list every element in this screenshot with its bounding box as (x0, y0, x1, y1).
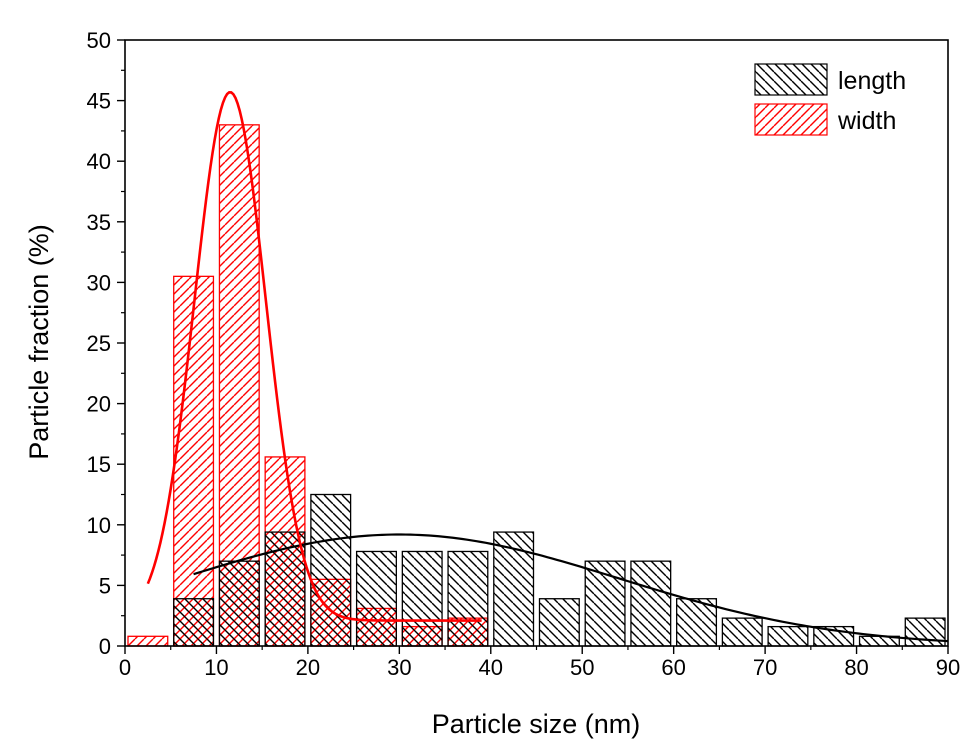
length-bar-16 (904, 617, 946, 647)
y-tick-label: 10 (87, 513, 111, 538)
y-tick-label: 35 (87, 210, 111, 235)
length-fit-curve (193, 533, 949, 643)
x-tick-label: 30 (387, 655, 411, 680)
length-bar-5 (401, 550, 443, 647)
width-fit-curve (146, 90, 482, 622)
y-tick-label: 30 (87, 270, 111, 295)
x-tick-label: 50 (570, 655, 594, 680)
x-tick-label: 90 (936, 655, 960, 680)
length-bar-6 (447, 550, 489, 647)
y-tick-label: 25 (87, 331, 111, 356)
fit-curves (146, 90, 949, 643)
legend-swatch-width (754, 103, 828, 136)
legend: length width (754, 63, 906, 136)
x-tick-label: 40 (479, 655, 503, 680)
axes: 0 10 20 30 40 50 60 70 80 90 0 5 10 15 20 25 30 35 40 45 50 (87, 28, 961, 680)
width-bar-0 (127, 635, 169, 647)
legend-label-width: width (837, 107, 896, 135)
length-bar-10 (630, 560, 672, 647)
length-bar-0 (173, 598, 215, 647)
length-bar-4 (355, 550, 397, 647)
y-tick-label: 15 (87, 452, 111, 477)
legend-swatch-length (754, 63, 828, 96)
width-bar-1 (173, 275, 215, 647)
length-bar-9 (584, 560, 626, 647)
y-tick-label: 45 (87, 89, 111, 114)
x-axis-title: Particle size (nm) (432, 709, 641, 739)
x-tick-label: 20 (296, 655, 320, 680)
length-bar-8 (538, 598, 580, 647)
x-tick-label: 60 (661, 655, 685, 680)
y-tick-label: 20 (87, 392, 111, 417)
x-tick-label: 70 (753, 655, 777, 680)
length-bar-13 (767, 625, 809, 647)
x-tick-label: 0 (119, 655, 131, 680)
length-bar-3 (310, 493, 352, 647)
length-bar-11 (676, 598, 718, 647)
y-tick-label: 0 (99, 634, 111, 659)
length-bars (173, 493, 946, 647)
length-bar-12 (721, 617, 763, 647)
y-tick-label: 5 (99, 573, 111, 598)
x-tick-label: 80 (844, 655, 868, 680)
y-axis-title: Particle fraction (%) (24, 224, 54, 460)
y-tick-label: 50 (87, 28, 111, 53)
x-tick-label: 10 (204, 655, 228, 680)
legend-label-length: length (838, 67, 906, 95)
length-bar-1 (218, 560, 260, 647)
y-tick-label: 40 (87, 149, 111, 174)
